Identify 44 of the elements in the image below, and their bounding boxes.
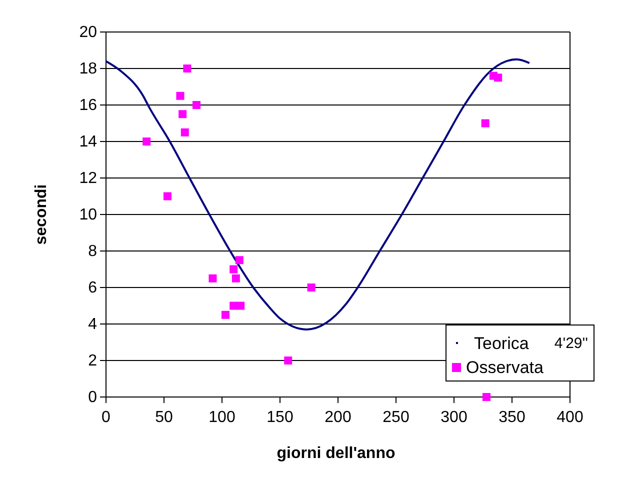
point: [236, 302, 245, 310]
x-tick-label: 250: [382, 409, 410, 426]
x-tick-label: 400: [556, 409, 584, 426]
point: [481, 119, 490, 128]
y-tick-label: 4: [88, 316, 98, 334]
legend-label: Osservata: [466, 358, 544, 377]
y-axis-title: secondi: [33, 184, 50, 245]
y-tick-label: 16: [79, 97, 98, 114]
point: [307, 284, 316, 292]
point: [284, 356, 292, 364]
point: [176, 92, 184, 100]
x-tick-label: 300: [440, 409, 468, 426]
point: [163, 192, 172, 200]
x-tick-label: 150: [266, 409, 294, 426]
x-tick-label: 350: [498, 409, 526, 426]
y-tick-label: 18: [79, 60, 98, 78]
y-tick-label: 20: [79, 24, 98, 42]
point: [482, 393, 490, 401]
x-tick-label: 100: [208, 409, 236, 426]
y-tick-label: 2: [88, 352, 98, 370]
y-tick-label: 6: [88, 280, 98, 297]
point: [183, 64, 192, 72]
point: [192, 101, 200, 109]
line-series: [105, 58, 530, 330]
annotation: 4'29'': [554, 335, 588, 352]
x-tick-label: 200: [324, 409, 352, 426]
y-tick-label: 8: [88, 243, 98, 260]
legend-label: Teorica: [474, 334, 530, 353]
y-tick-label: 14: [79, 134, 98, 151]
point: [221, 310, 230, 319]
x-tick-label: 0: [102, 409, 111, 426]
point: [494, 74, 502, 82]
point: [180, 128, 189, 136]
point: [232, 274, 240, 282]
y-tick-label: 12: [79, 170, 98, 188]
point: [235, 256, 244, 264]
point: [230, 265, 238, 274]
point: [142, 138, 151, 146]
y-tick-label: 0: [88, 389, 98, 406]
x-tick-label: 50: [155, 409, 173, 426]
point: [178, 110, 187, 118]
x-axis-title: giorni dell'anno: [276, 445, 396, 462]
y-tick-label: 10: [79, 206, 98, 224]
point: [208, 274, 217, 282]
